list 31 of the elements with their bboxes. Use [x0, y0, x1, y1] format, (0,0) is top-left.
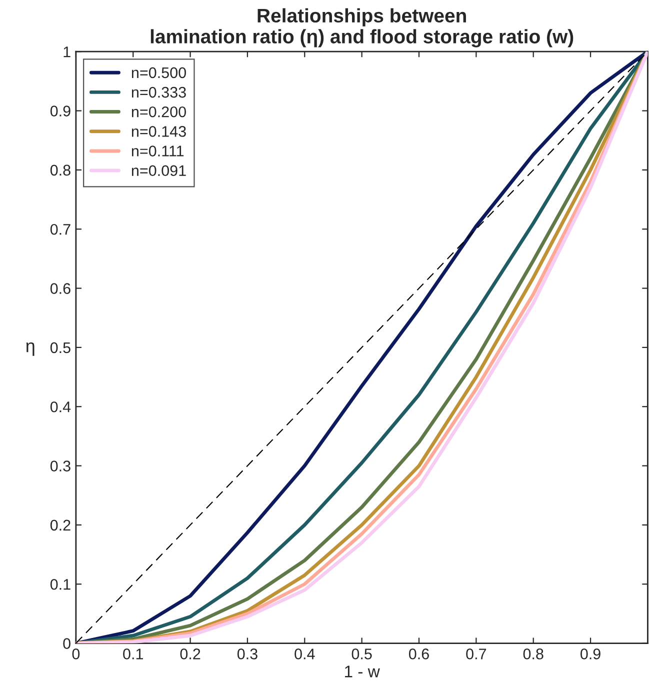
- y-tick-label: 0: [63, 638, 70, 649]
- x-axis-title: 1 - w: [345, 666, 380, 678]
- y-axis-title: η: [26, 342, 34, 356]
- legend-label: n=0.333: [132, 86, 186, 98]
- x-tick-label: 0: [72, 648, 80, 660]
- legend-label: n=0.111: [132, 146, 184, 156]
- x-tick-label: 0.4: [294, 648, 315, 660]
- legend-label: n=0.091: [132, 165, 186, 176]
- y-tick-label: 0.3: [50, 460, 70, 472]
- y-tick-label: 0.2: [50, 520, 70, 531]
- y-tick-label: 0.5: [50, 342, 70, 354]
- x-tick-label: 0.9: [580, 648, 600, 660]
- x-tick-label: 0.7: [466, 648, 486, 660]
- y-tick-label: 0.9: [50, 106, 70, 116]
- y-tick-label: 0.6: [50, 283, 70, 294]
- x-tick-label: 0.5: [352, 648, 372, 660]
- x-tick-label: 0.6: [408, 648, 429, 660]
- y-tick-label: 0.1: [50, 578, 70, 590]
- x-tick-label: 0.2: [180, 648, 200, 660]
- legend-label: n=0.200: [132, 106, 186, 118]
- chart-title: Relationships between lamination ratio (η) and flood storage ratio (w): [150, 8, 574, 48]
- x-tick-label: 0.1: [123, 648, 143, 660]
- y-tick-label: 0.4: [50, 401, 71, 412]
- legend-label: n=0.500: [132, 67, 186, 78]
- y-tick-label: 0.7: [50, 224, 70, 235]
- legend-label: n=0.143: [132, 126, 186, 137]
- x-tick-label: 0.8: [523, 648, 544, 660]
- y-tick-label: 0.8: [50, 164, 70, 176]
- line-series: [76, 52, 648, 644]
- x-tick-label: 0.3: [237, 648, 258, 660]
- y-tick-label: 1: [64, 46, 70, 58]
